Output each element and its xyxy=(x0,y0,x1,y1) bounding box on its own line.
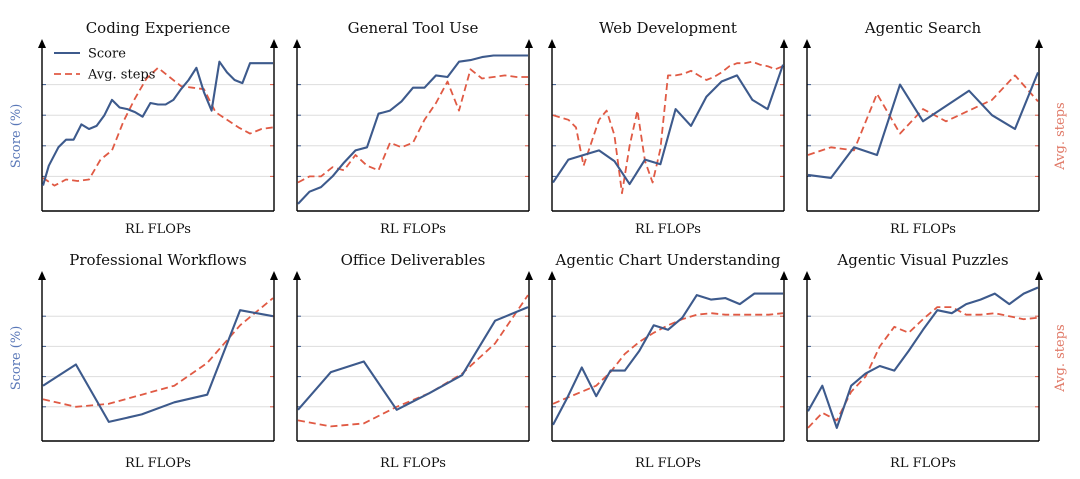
chart-title: Agentic Search xyxy=(864,19,982,37)
score-line xyxy=(552,64,784,186)
y-axis-right-arrow xyxy=(780,39,788,48)
score-line xyxy=(297,306,529,411)
y-axis-left-arrow xyxy=(548,271,556,280)
chart-panel-5: Office Deliverables RL FLOPs xyxy=(293,251,533,471)
score-line xyxy=(807,72,1039,179)
chart-panel-7: Agentic Visual Puzzles RL FLOPs xyxy=(803,251,1043,471)
legend-steps-label: Avg. steps xyxy=(87,68,155,83)
y-axis-label-right-top: Avg. steps xyxy=(1053,102,1068,170)
y-axis-left-arrow xyxy=(293,39,301,48)
chart-title: General Tool Use xyxy=(348,19,479,37)
panels: Coding Experience RL FLOPs Score Avg. steps… xyxy=(38,19,1043,471)
score-line xyxy=(42,309,274,423)
y-axis-left-arrow xyxy=(803,271,811,280)
steps-line xyxy=(42,66,274,187)
x-axis-label: RL FLOPs xyxy=(635,222,701,237)
y-axis-right-arrow xyxy=(525,39,533,48)
y-axis-left-arrow xyxy=(548,39,556,48)
y-axis-right-arrow xyxy=(525,271,533,280)
steps-line xyxy=(297,294,529,428)
chart-panel-4: Professional Workflows RL FLOPs xyxy=(38,251,278,471)
chart-title: Professional Workflows xyxy=(69,251,246,269)
chart-title: Office Deliverables xyxy=(341,251,486,269)
y-axis-right-arrow xyxy=(270,271,278,280)
chart-panel-3: Agentic Search RL FLOPs xyxy=(803,19,1043,237)
chart-title: Coding Experience xyxy=(86,19,231,37)
chart-title: Agentic Chart Understanding xyxy=(555,251,781,269)
y-axis-right-arrow xyxy=(780,271,788,280)
chart-title: Agentic Visual Puzzles xyxy=(836,251,1008,269)
y-axis-label-left-bottom: Score (%) xyxy=(9,326,24,391)
x-axis-label: RL FLOPs xyxy=(125,456,191,471)
y-axis-right-arrow xyxy=(270,39,278,48)
y-axis-left-arrow xyxy=(38,39,46,48)
x-axis-label: RL FLOPs xyxy=(380,222,446,237)
y-axis-label-right-bottom: Avg. steps xyxy=(1053,324,1068,392)
y-axis-left-arrow xyxy=(38,271,46,280)
y-axis-right-arrow xyxy=(1035,271,1043,280)
legend-score-label: Score xyxy=(88,47,126,62)
steps-line xyxy=(552,60,784,195)
y-axis-left-arrow xyxy=(803,39,811,48)
chart-panel-6: Agentic Chart Understanding RL FLOPs xyxy=(548,251,788,471)
steps-line xyxy=(552,312,784,405)
steps-line xyxy=(42,297,274,408)
x-axis-label: RL FLOPs xyxy=(380,456,446,471)
steps-line xyxy=(807,74,1039,156)
score-line xyxy=(807,286,1039,429)
legend: Score Avg. steps xyxy=(54,47,155,83)
steps-line xyxy=(297,68,528,184)
y-axis-right-arrow xyxy=(1035,39,1043,48)
score-line xyxy=(552,292,783,426)
x-axis-label: RL FLOPs xyxy=(125,222,191,237)
x-axis-label: RL FLOPs xyxy=(890,456,956,471)
chart-title: Web Development xyxy=(599,19,737,37)
chart-panel-0: Coding Experience RL FLOPs Score Avg. steps xyxy=(38,19,278,237)
score-line xyxy=(297,54,528,205)
score-line xyxy=(41,60,273,186)
y-axis-label-left-top: Score (%) xyxy=(9,104,24,169)
chart-panel-2: Web Development RL FLOPs xyxy=(548,19,788,237)
y-axis-left-arrow xyxy=(293,271,301,280)
x-axis-label: RL FLOPs xyxy=(635,456,701,471)
chart-panel-1: General Tool Use RL FLOPs xyxy=(293,19,533,237)
x-axis-label: RL FLOPs xyxy=(890,222,956,237)
